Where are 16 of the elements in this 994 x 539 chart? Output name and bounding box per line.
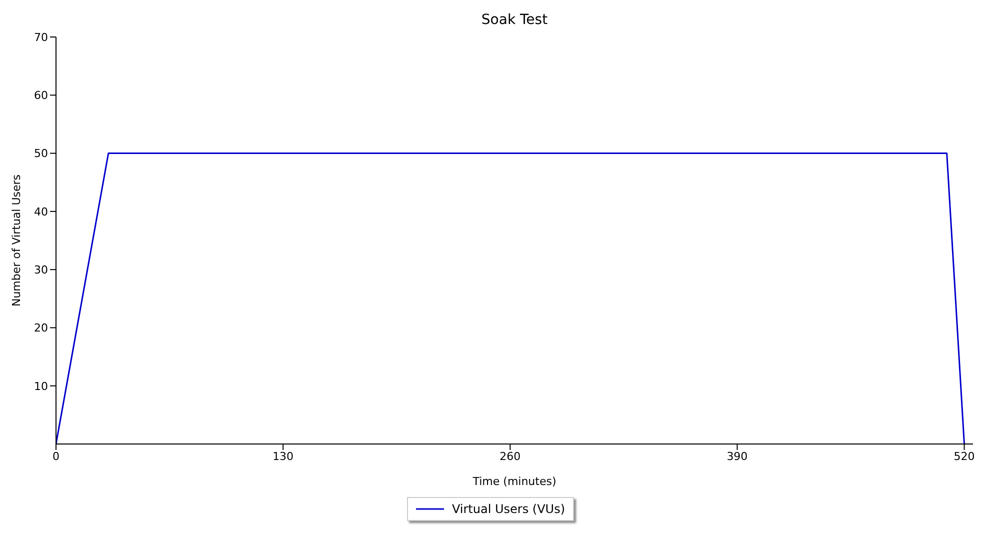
x-tick-label: 260 (500, 450, 521, 463)
chart-title: Soak Test (480, 12, 549, 28)
y-tick-label: 10 (34, 380, 48, 393)
y-tick-label: 30 (34, 263, 48, 276)
x-tick-label: 390 (726, 450, 748, 463)
legend-label: Virtual Users (VUs) (452, 502, 566, 516)
y-tick-label: 40 (34, 205, 48, 218)
y-tick-label: 70 (34, 30, 48, 44)
y-tick-label: 20 (34, 322, 48, 335)
x-tick-label: 0 (52, 450, 60, 463)
y-tick-label: 50 (34, 147, 48, 160)
x-tick-label: 520 (954, 450, 975, 463)
x-tick-label: 130 (272, 450, 294, 463)
y-axis-title: Number of Virtual Users (10, 174, 23, 307)
x-axis-title: Time (minutes) (472, 475, 556, 488)
y-tick-label: 60 (34, 89, 48, 102)
